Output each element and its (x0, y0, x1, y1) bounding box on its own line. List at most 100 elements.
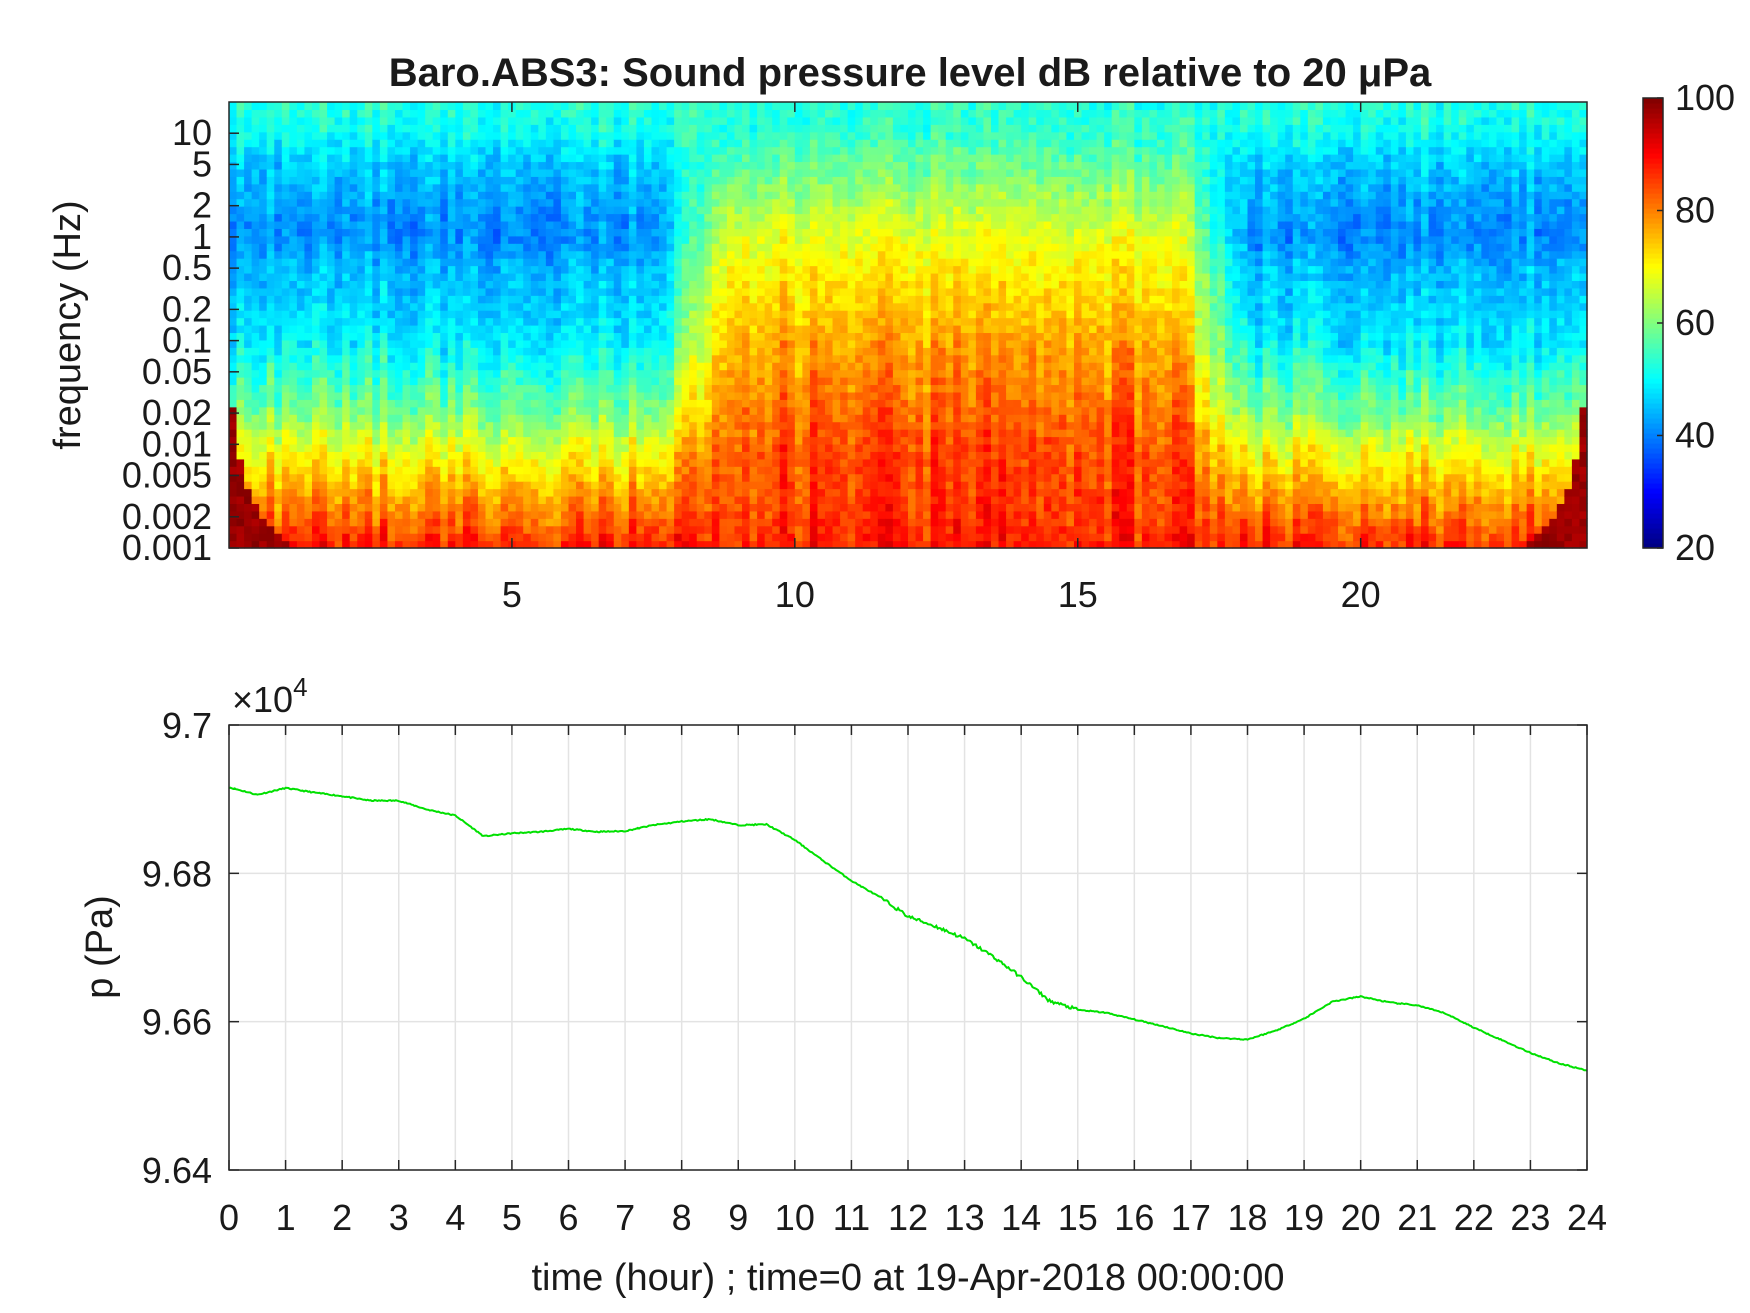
spectrogram-cell (410, 354, 419, 363)
spectrogram-cell (666, 109, 675, 118)
spectrogram-cell (410, 347, 419, 356)
spectrogram-cell (749, 421, 758, 430)
spectrogram-cell (704, 139, 713, 148)
spectrogram-cell (357, 287, 366, 296)
spectrogram-cell (764, 154, 773, 163)
spectrogram-cell (568, 198, 577, 207)
spectrogram-cell (704, 176, 713, 185)
spectrogram-cell (372, 139, 381, 148)
spectrogram-cell (772, 250, 781, 259)
spectrogram-cell (598, 317, 607, 326)
spectrogram-cell (719, 213, 728, 222)
spectrogram-cell (802, 325, 811, 334)
spectrogram-cell (515, 421, 524, 430)
spectrogram-cell (598, 369, 607, 378)
spectrogram-cell (772, 533, 781, 542)
spectrogram-cell (289, 183, 298, 192)
spectrogram-cell (628, 109, 637, 118)
spectrogram-cell (568, 295, 577, 304)
spectrogram-cell (621, 168, 630, 177)
spectrogram-cell (726, 377, 736, 386)
spectrogram-cell (538, 540, 547, 549)
spectrogram-cell (696, 124, 705, 133)
spectrogram-cell (651, 369, 660, 378)
spectrogram-cell (470, 176, 479, 185)
spectrogram-cell (749, 325, 758, 334)
spectrogram-cell (425, 451, 434, 460)
spectrogram-cell (711, 495, 720, 504)
spectrogram-cell (251, 443, 260, 452)
spectrogram-cell (440, 458, 449, 467)
spectrogram-cell (742, 250, 751, 259)
spectrogram-cell (229, 525, 238, 534)
spectrogram-cell (855, 473, 864, 482)
spectrogram-cell (425, 310, 434, 319)
spectrogram-cell (334, 228, 343, 237)
spectrogram-cell (274, 131, 283, 140)
spectrogram-cell (515, 265, 524, 274)
spectrogram-cell (311, 176, 321, 185)
spectrogram-cell (432, 495, 441, 504)
spectrogram-cell (470, 124, 479, 133)
spectrogram-cell (266, 377, 275, 386)
spectrogram-cell (651, 295, 660, 304)
spectrogram-cell (455, 228, 464, 237)
spectrogram-cell (711, 228, 720, 237)
spectrogram-cell (757, 191, 766, 200)
spectrogram-cell (470, 406, 479, 415)
spectrogram-cell (628, 258, 637, 267)
spectrogram-cell (726, 458, 736, 467)
spectrogram-cell (704, 280, 713, 289)
spectrogram-cell (410, 198, 419, 207)
spectrogram-cell (553, 354, 562, 363)
spectrogram-cell (311, 518, 321, 527)
spectrogram-cell (266, 146, 275, 155)
spectrogram-cell (749, 250, 758, 259)
spectrogram-cell (417, 421, 426, 430)
spectrogram-cell (576, 503, 585, 512)
spectrogram-cell (530, 250, 539, 259)
spectrogram-cell (794, 362, 803, 371)
spectrogram-cell (696, 332, 705, 341)
spectrogram-cell (274, 325, 283, 334)
spectrogram-cell (266, 495, 275, 504)
spectrogram-cell (508, 116, 517, 125)
spectrogram-cell (643, 414, 653, 423)
spectrogram-cell (764, 317, 773, 326)
spectrogram-cell (334, 466, 343, 475)
spectrogram-cell (576, 325, 585, 334)
spectrogram-cell (296, 161, 306, 170)
spectrogram-cell (523, 302, 532, 311)
spectrogram-cell (432, 295, 441, 304)
spectrogram-cell (726, 473, 736, 482)
spectrogram-cell (689, 518, 698, 527)
spectrogram-cell (847, 295, 856, 304)
spectrogram-cell (560, 362, 570, 371)
spectrogram-cell (809, 161, 819, 170)
spectrogram-cell (281, 429, 290, 438)
spectrogram-cell (342, 317, 351, 326)
spectrogram-cell (236, 250, 245, 259)
spectrogram-cell (379, 414, 389, 423)
spectrogram-cell (410, 436, 419, 445)
spectrogram-cell (538, 429, 547, 438)
spectrogram-cell (840, 287, 849, 296)
spectrogram-cell (719, 146, 728, 155)
spectrogram-cell (659, 124, 668, 133)
spectrogram-cell (372, 272, 381, 281)
spectrogram-cell (493, 228, 502, 237)
spectrogram-cell (613, 525, 622, 534)
spectrogram-cell (274, 265, 283, 274)
spectrogram-cell (357, 436, 366, 445)
spectrogram-cell (802, 146, 811, 155)
spectrogram-cell (794, 206, 803, 215)
spectrogram-cell (319, 124, 328, 133)
spectrogram-cell (696, 280, 705, 289)
spectrogram-cell (674, 362, 683, 371)
spectrogram-cell (417, 102, 426, 111)
spectrogram-cell (840, 458, 849, 467)
spectrogram-cell (757, 161, 766, 170)
spectrogram-cell (711, 436, 720, 445)
spectrogram-cell (719, 525, 728, 534)
spectrogram-cell (289, 339, 298, 348)
